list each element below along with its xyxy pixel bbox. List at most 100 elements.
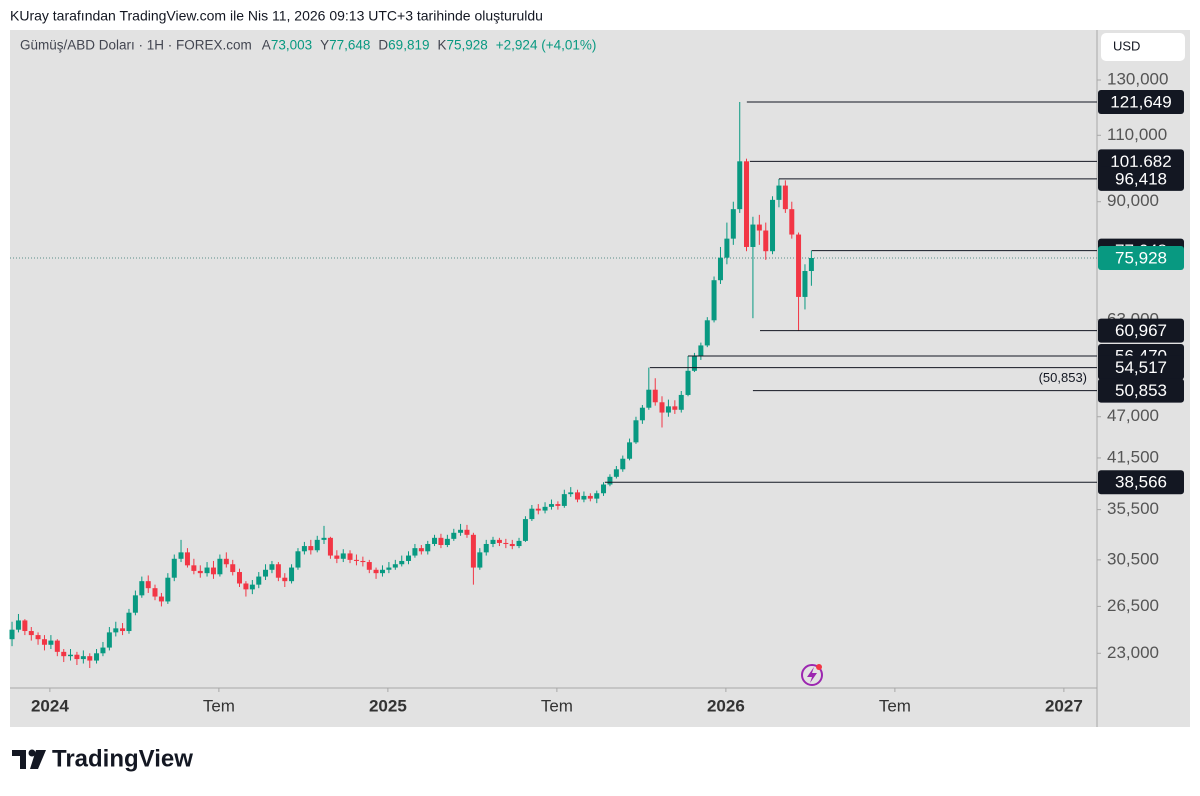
candle-body xyxy=(432,537,438,544)
candle-body xyxy=(308,546,314,551)
y-tick-label: 23,000 xyxy=(1107,643,1159,662)
candle-body xyxy=(743,161,749,247)
candle-body xyxy=(477,552,483,568)
candle-body xyxy=(490,539,496,544)
candle-body xyxy=(503,542,509,544)
candle-body xyxy=(412,548,418,556)
candle-body xyxy=(230,564,236,573)
candle-body xyxy=(87,656,93,661)
candle-body xyxy=(509,543,515,547)
candle-body xyxy=(126,612,132,632)
x-tick-label: 2027 xyxy=(1045,696,1083,715)
legend: Gümüş/ABD Doları · 1H · FOREX.com A 73,00… xyxy=(20,38,596,53)
candle-body xyxy=(646,389,652,408)
candle-body xyxy=(392,564,398,568)
candle-body xyxy=(68,654,74,657)
candle-body xyxy=(782,185,788,210)
candle-body xyxy=(717,257,723,281)
level-label: 60,967 xyxy=(1115,321,1167,340)
last-price-box xyxy=(1098,245,1184,270)
candle-body xyxy=(652,389,658,403)
level-label: 38,566 xyxy=(1115,473,1167,492)
candle-body xyxy=(607,476,613,485)
y-tick-label: 130,000 xyxy=(1107,69,1168,88)
candle-body xyxy=(353,559,359,561)
candle-body xyxy=(282,577,288,582)
caption: KUray tarafından TradingView.com ile Nis… xyxy=(10,8,543,24)
candle-body xyxy=(28,631,34,636)
candle-body xyxy=(678,394,684,410)
level-label-box xyxy=(1098,89,1184,114)
alert-icon xyxy=(801,664,823,686)
candle-body xyxy=(165,577,171,602)
legend-value: 77,648 xyxy=(329,38,370,53)
y-tick-label: 110,000 xyxy=(1107,125,1167,144)
candle-body xyxy=(334,555,340,559)
candle-body xyxy=(249,584,255,590)
currency-box[interactable] xyxy=(1101,33,1185,61)
candle-body xyxy=(535,508,541,511)
candle-body xyxy=(555,504,561,506)
candle-body xyxy=(269,564,275,570)
candle-body xyxy=(464,529,470,535)
candle-body xyxy=(386,567,392,570)
legend-key: Y xyxy=(320,38,329,53)
level-label-box xyxy=(1098,355,1184,380)
candle-body xyxy=(327,537,333,556)
candle-body xyxy=(698,345,704,356)
candle-body xyxy=(620,458,626,470)
level-label-box xyxy=(1098,378,1184,403)
y-tick-label: 90,000 xyxy=(1107,191,1159,210)
candle-body xyxy=(601,484,607,494)
candle-body xyxy=(100,647,106,654)
legend-key: K xyxy=(437,38,446,53)
candle-body xyxy=(263,569,269,577)
candle-body xyxy=(22,620,28,632)
candle-body xyxy=(483,543,489,553)
candle-body xyxy=(243,583,249,590)
candle-body xyxy=(808,257,814,271)
candle-body xyxy=(178,552,184,559)
candle-body xyxy=(197,570,203,574)
candle-body xyxy=(405,555,411,561)
candle-body xyxy=(347,553,353,560)
y-tick-label: 47,000 xyxy=(1107,406,1159,425)
candle-body xyxy=(776,185,782,200)
candle-body xyxy=(360,560,366,563)
candle-body xyxy=(94,653,100,661)
candle-body xyxy=(366,562,372,570)
candle-body xyxy=(15,620,21,630)
candle-body xyxy=(152,588,158,597)
candle-body xyxy=(691,355,697,371)
x-tick-label: Tem xyxy=(541,696,573,715)
candle-body xyxy=(210,567,216,575)
chart-area xyxy=(10,30,1190,727)
candle-body xyxy=(451,532,457,539)
candle-body xyxy=(237,572,243,584)
candles xyxy=(9,101,814,668)
candle-body xyxy=(171,558,177,578)
candle-body xyxy=(789,209,795,235)
candle-body xyxy=(711,280,717,321)
candle-body xyxy=(425,543,431,552)
candle-body xyxy=(458,529,464,533)
last-price-label: 75,928 xyxy=(1115,248,1167,267)
candle-body xyxy=(659,402,665,413)
x-tick-label: 2026 xyxy=(707,696,745,715)
candle-body xyxy=(730,209,736,239)
candle-body xyxy=(41,639,47,645)
legend-value: 75,928 xyxy=(446,38,487,53)
level-label-box xyxy=(1098,318,1184,343)
candle-body xyxy=(522,519,528,541)
currency[interactable]: USD xyxy=(1113,38,1140,53)
x-tick-label: Tem xyxy=(203,696,235,715)
candle-body xyxy=(35,635,41,640)
legend-key: A xyxy=(262,38,271,53)
candle-body xyxy=(587,495,593,499)
level-label-box xyxy=(1098,470,1184,495)
candle-body xyxy=(548,504,554,507)
candle-body xyxy=(295,551,301,568)
candle-body xyxy=(444,538,450,546)
candle-body xyxy=(204,567,210,574)
